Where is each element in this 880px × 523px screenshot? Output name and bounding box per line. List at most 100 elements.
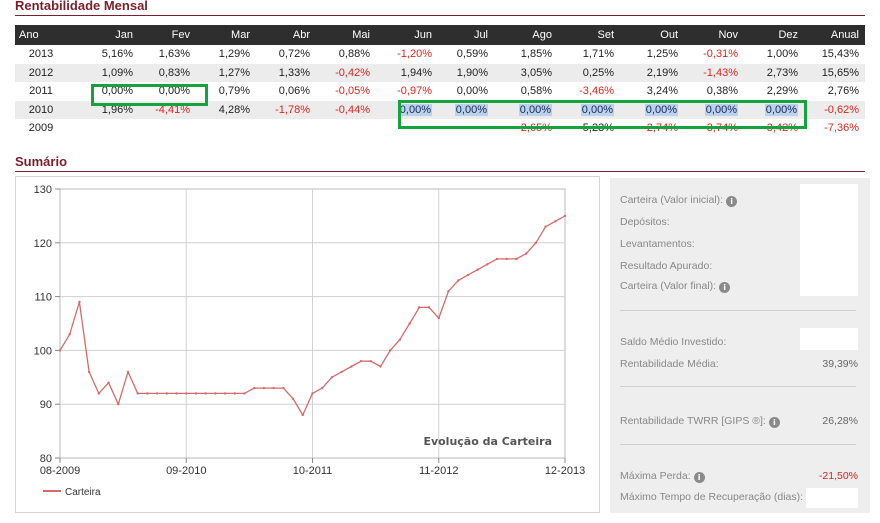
summary-divider	[620, 444, 856, 445]
data-point	[68, 333, 71, 336]
data-point	[379, 365, 382, 368]
return-cell: 1,96%	[77, 100, 139, 119]
data-point	[214, 392, 217, 395]
return-cell: 1,29%	[218, 48, 250, 61]
column-header-mai: Mai	[316, 25, 376, 45]
column-header-dez: Dez	[744, 25, 804, 45]
data-point	[437, 316, 440, 320]
return-cell: 0,59%	[456, 48, 488, 61]
y-tick-label: 120	[34, 238, 52, 250]
table-row: 2009 -2,65% 5,23% -2,74% -3,74% -3,42% -7,36%	[15, 119, 865, 138]
data-point	[223, 392, 227, 395]
data-point	[136, 392, 139, 395]
y-tick-label: 110	[34, 292, 52, 304]
selected-value: 0,00%	[398, 103, 432, 116]
return-cell: -0,05%	[335, 85, 370, 98]
return-cell: 15,65%	[804, 63, 865, 82]
return-cell: 0,88%	[338, 48, 370, 61]
title-divider	[15, 15, 865, 16]
return-cell: 0,00%	[438, 100, 494, 119]
return-cell: 0,00%	[744, 100, 804, 119]
selected-value: 0,00%	[580, 103, 614, 116]
return-cell: 2,76%	[827, 85, 859, 98]
x-tick-label: 08-2009	[40, 465, 80, 477]
data-point	[155, 392, 159, 395]
title-divider-2	[15, 171, 865, 172]
return-cell: 2,29%	[766, 85, 798, 98]
return-cell: 5,16%	[101, 48, 133, 61]
table-row: 2010 1,96% -4,41% 4,28% -1,78% -0,44% 0,00% 0,0…	[15, 100, 865, 119]
data-point	[466, 273, 470, 277]
data-point	[505, 257, 508, 261]
return-cell: -7,36%	[824, 122, 859, 135]
info-icon[interactable]: i	[693, 472, 705, 483]
info-icon[interactable]: i	[768, 417, 780, 428]
data-point	[262, 386, 266, 390]
column-header-mar: Mar	[196, 25, 256, 45]
return-cell: -2,65%	[517, 122, 552, 135]
return-cell: -0,31%	[703, 48, 738, 61]
data-point	[233, 392, 237, 395]
year-cell: 2011	[29, 85, 53, 98]
info-icon[interactable]: i	[719, 282, 731, 293]
return-cell: -3,74%	[703, 122, 738, 135]
data-point	[204, 392, 207, 395]
data-point	[194, 392, 198, 395]
data-point	[175, 392, 178, 395]
return-cell: 0,00%	[158, 85, 190, 98]
data-point	[78, 300, 81, 304]
data-point	[291, 397, 295, 401]
x-tick-label: 11-2012	[419, 465, 459, 477]
data-point	[495, 257, 499, 261]
data-point	[359, 359, 363, 363]
selected-value: 0,00%	[764, 103, 798, 116]
data-point	[534, 241, 538, 244]
return-cell: 0,00%	[684, 100, 744, 119]
info-icon[interactable]: i	[726, 196, 738, 207]
data-point	[253, 386, 256, 390]
return-cell: 1,63%	[158, 48, 190, 61]
return-cell	[376, 119, 438, 138]
column-header-nov: Nov	[684, 25, 744, 45]
return-cell: 1,27%	[196, 63, 256, 82]
return-cell: 0,79%	[218, 85, 250, 98]
return-cell: -0,42%	[316, 63, 376, 82]
data-point	[524, 252, 528, 255]
return-cell: 1,85%	[520, 48, 552, 61]
table-row: 2012 1,09% 0,83% 1,27% 1,33% -0,42% 1,94% 1,90%…	[15, 63, 865, 82]
return-cell: 5,23%	[582, 122, 614, 135]
return-cell: 0,00%	[620, 100, 684, 119]
return-cell: -1,43%	[684, 63, 744, 82]
data-point	[107, 381, 110, 384]
return-cell: -3,46%	[579, 85, 614, 98]
return-cell	[139, 119, 196, 138]
portfolio-chart[interactable]: 80 90 100 110 120 130 08-2009 09-2010 10-2011 11-…	[15, 176, 600, 513]
column-header-ano: Ano	[15, 25, 77, 45]
data-point	[456, 279, 460, 282]
data-point	[185, 392, 188, 395]
data-point	[554, 220, 557, 223]
table-row: 2013 5,16% 1,63% 1,29% 0,72% 0,88% -1,20% 0,59%…	[15, 45, 865, 64]
return-cell: -3,42%	[763, 122, 798, 135]
column-header-anual: Anual	[804, 25, 865, 45]
return-cell	[438, 119, 494, 138]
year-cell: 2010	[15, 100, 77, 119]
return-cell: 1,90%	[438, 63, 494, 82]
return-cell	[316, 119, 376, 138]
return-cell: 0,72%	[278, 48, 310, 61]
data-point	[321, 386, 324, 390]
return-cell: 0,00%	[558, 100, 620, 119]
data-point	[301, 413, 304, 417]
rentabilidade-table: Ano Jan Fev Mar Abr Mai Jun Jul Ago Set Out Nov Dez A…	[15, 25, 865, 138]
data-point	[330, 376, 334, 379]
year-cell: 2012	[15, 63, 77, 82]
column-header-set: Set	[558, 25, 620, 45]
year-cell: 2013	[28, 48, 54, 61]
return-cell: 2,73%	[744, 63, 804, 82]
data-point	[165, 392, 169, 395]
data-point	[340, 370, 343, 374]
column-header-out: Out	[620, 25, 684, 45]
return-cell	[256, 119, 316, 138]
chart-title: Evolução da Carteira	[423, 435, 552, 448]
column-header-ago: Ago	[494, 25, 558, 45]
